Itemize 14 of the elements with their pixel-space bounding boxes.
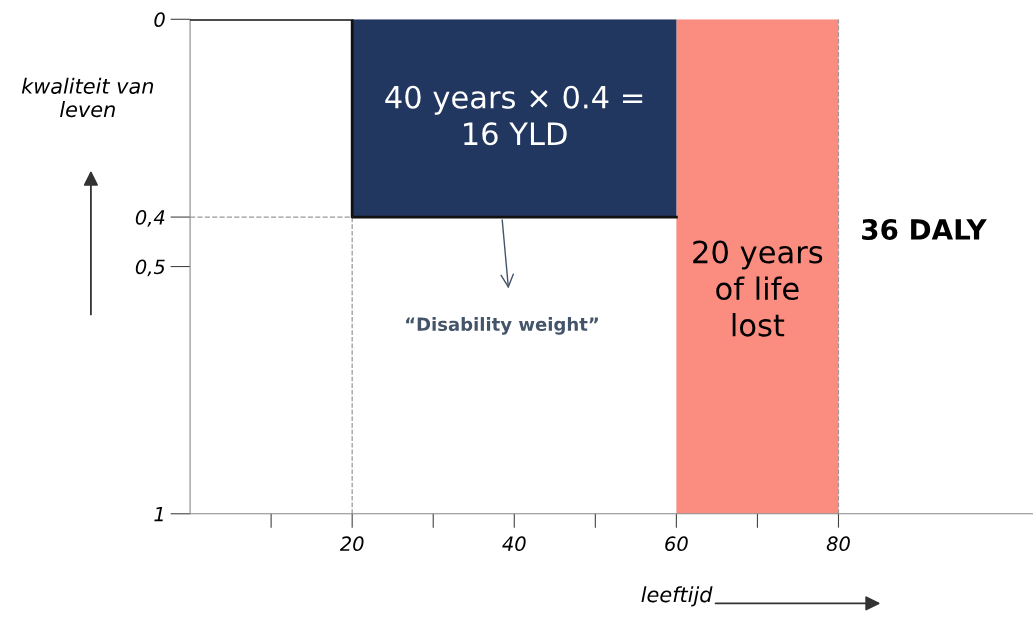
- annotation: 36 DALY: [862, 218, 987, 240]
- x-axis-title: leeftijd: [641, 586, 713, 607]
- y-tick-label: 1: [154, 506, 163, 522]
- annotation: “Disability weight”: [406, 317, 598, 335]
- annotation: 20 years of life lost: [693, 240, 823, 337]
- y-axis-title: kwaliteit van leven: [21, 77, 154, 118]
- annotation: 40 years × 0.4 = 16 YLD: [385, 85, 643, 146]
- y-tick-label: 0,4: [135, 210, 165, 227]
- x-tick-label: 40: [502, 536, 526, 552]
- x-tick-label: 80: [826, 536, 850, 552]
- y-tick-label: 0: [154, 12, 165, 27]
- y-tick-label: 0,5: [135, 259, 165, 277]
- x-tick-label: 60: [665, 536, 688, 552]
- x-tick-label: 20: [339, 536, 364, 552]
